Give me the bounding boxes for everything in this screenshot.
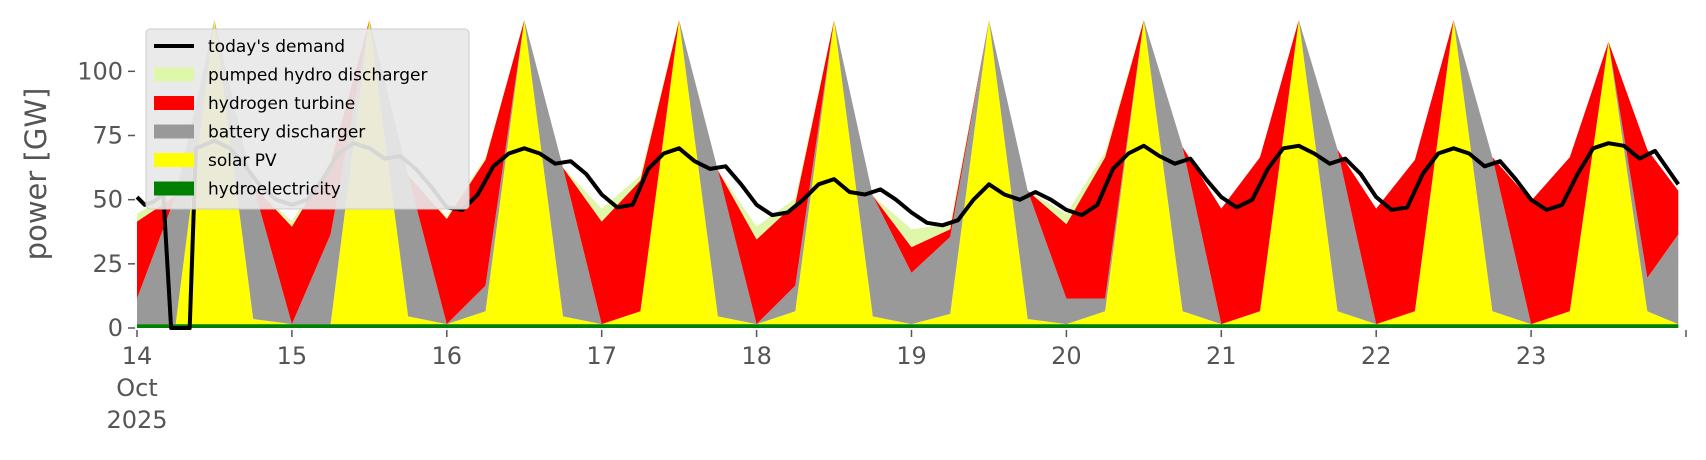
legend-label-2: hydrogen turbine <box>208 94 355 114</box>
legend-swatch-4 <box>154 153 194 167</box>
legend-label-0: today's demand <box>208 37 345 57</box>
x-tick-label-5-0: 19 <box>896 342 927 370</box>
y-tick-label-2: 50 <box>92 186 123 214</box>
series-area-1 <box>137 20 1679 325</box>
legend-swatch-3 <box>154 124 194 139</box>
series-area-4 <box>137 20 1679 248</box>
x-tick-label-0-1: Oct <box>116 374 158 402</box>
x-tick-label-0-2: 2025 <box>106 406 167 434</box>
x-tick-label-1-0: 15 <box>277 342 308 370</box>
legend-swatch-1 <box>154 67 194 82</box>
axes: 0 25 50 75 100 14 Oct 2025 15 16 17 18 19 20 21 22 23 <box>77 57 1687 434</box>
x-tick-label-0-0: 14 <box>122 342 153 370</box>
legend-label-5: hydroelectricity <box>208 180 341 200</box>
x-tick-label-2-0: 16 <box>432 342 463 370</box>
x-tick-label-3-0: 17 <box>586 342 617 370</box>
legend-label-3: battery discharger <box>208 123 365 143</box>
legend: today's demand pumped hydro discharger hyd… <box>145 28 470 210</box>
y-tick-label-3: 75 <box>92 122 123 150</box>
legend-label-1: pumped hydro discharger <box>208 66 427 86</box>
y-tick-label-4: 100 <box>77 57 123 85</box>
series-area-0 <box>137 324 1679 328</box>
x-tick-label-9-0: 23 <box>1516 342 1547 370</box>
legend-swatch-2 <box>154 96 194 110</box>
series-area-3 <box>137 20 1679 325</box>
legend-swatch-5 <box>154 181 194 196</box>
x-tick-label-4-0: 18 <box>741 342 772 370</box>
x-tick-label-7-0: 21 <box>1206 342 1237 370</box>
x-tick-label-8-0: 22 <box>1361 342 1392 370</box>
legend-label-4: solar PV <box>208 151 277 171</box>
y-axis-title: power [GW] <box>19 88 53 261</box>
y-tick-label-1: 25 <box>92 250 123 278</box>
legend-box <box>145 28 470 210</box>
stacked-areas <box>137 20 1679 328</box>
y-tick-label-0: 0 <box>108 314 123 342</box>
x-tick-label-6-0: 20 <box>1051 342 1082 370</box>
